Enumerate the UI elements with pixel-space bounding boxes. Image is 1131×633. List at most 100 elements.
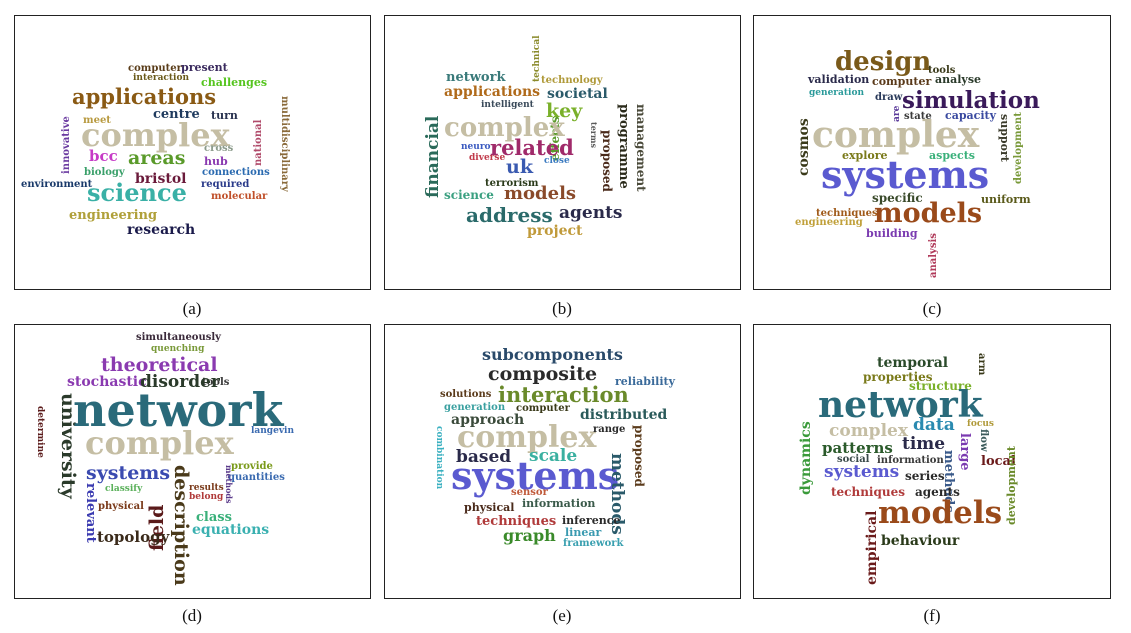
word: techniques <box>476 514 557 529</box>
word-cloud-panel-f: temporal arm properties structure networ… <box>753 324 1111 599</box>
word: tools <box>202 377 230 388</box>
word: approach <box>451 412 525 428</box>
word: classify <box>105 484 143 494</box>
caption-a: (a) <box>182 299 202 318</box>
word: results <box>189 483 224 493</box>
word: class <box>196 510 232 525</box>
word: turn <box>211 109 238 122</box>
word: systems <box>821 152 990 197</box>
word: development <box>1005 445 1018 525</box>
word: uk <box>506 156 533 178</box>
word: distributed <box>580 407 668 423</box>
word: computer <box>128 63 182 74</box>
word: uniform <box>981 193 1031 206</box>
caption-d: (d) <box>182 606 202 625</box>
word: challenges <box>201 76 268 89</box>
word: structure <box>909 379 972 393</box>
word: behaviour <box>881 533 960 549</box>
word: subcomponents <box>482 345 623 364</box>
word: information <box>877 455 944 466</box>
word: composite <box>488 363 598 385</box>
word: building <box>866 227 918 240</box>
word: simultaneously <box>136 332 221 343</box>
word-cloud-panel-b: technical technology network application… <box>384 15 741 290</box>
word: inference <box>562 514 621 527</box>
word: graph <box>503 526 556 545</box>
word: scale <box>529 446 578 466</box>
word: techniques <box>816 208 878 219</box>
word: range <box>593 424 626 435</box>
caption-c: (c) <box>922 299 942 318</box>
word: linear <box>565 526 602 539</box>
word: arm <box>976 353 987 376</box>
word: bcc <box>89 147 118 165</box>
word: research <box>127 222 196 238</box>
word: diverse <box>469 153 506 163</box>
word: engineering <box>69 208 158 223</box>
word: computer <box>872 75 932 88</box>
word: systems <box>451 453 620 498</box>
word: draw <box>875 92 903 103</box>
word: capacity <box>945 109 996 122</box>
word: required <box>201 179 250 190</box>
word: langevin <box>251 426 295 436</box>
word: development <box>1013 112 1024 184</box>
word: national <box>253 119 264 166</box>
word: generation <box>444 402 506 413</box>
word: network <box>73 383 284 437</box>
word: financial <box>423 115 443 198</box>
word: physical <box>98 501 144 512</box>
word: provide <box>231 461 273 472</box>
word: present <box>181 61 228 74</box>
word: aspects <box>929 149 975 162</box>
word: reliability <box>615 375 675 388</box>
word: tools <box>928 65 956 76</box>
word: molecular <box>211 191 268 202</box>
word: temporal <box>877 355 949 371</box>
word: neuro <box>461 142 491 152</box>
word: topology <box>97 528 170 546</box>
word: network <box>818 384 983 426</box>
word: management <box>634 104 648 192</box>
word: theoretical <box>101 354 218 376</box>
word: series <box>905 469 945 483</box>
word: quenching <box>151 344 205 354</box>
word: cross <box>204 143 234 154</box>
word: complex <box>444 113 565 143</box>
word: models <box>504 183 577 204</box>
word: patterns <box>822 439 893 457</box>
word: belong <box>189 492 224 502</box>
caption-e: (e) <box>552 606 572 625</box>
word: data <box>913 415 955 435</box>
word: complex <box>85 424 234 462</box>
word: physical <box>464 501 515 514</box>
word: applications <box>72 84 217 109</box>
word: complex <box>829 421 908 441</box>
word: biology <box>84 167 125 178</box>
word: stochastic <box>67 374 147 390</box>
word: systems <box>824 462 900 482</box>
word: centre <box>153 107 200 122</box>
word: engineering <box>795 217 863 228</box>
word: disorder <box>140 372 220 392</box>
word: terms <box>589 122 599 148</box>
word: properties <box>863 370 933 384</box>
word: terrorism <box>485 178 539 189</box>
caption-f: (f) <box>923 606 941 625</box>
word: analyse <box>935 73 982 86</box>
word: sensor <box>511 487 548 498</box>
word-cloud-panel-d: simultaneously quenching theoretical too… <box>14 324 371 599</box>
word: techniques <box>831 485 905 499</box>
word: science <box>444 188 494 202</box>
word-cloud-panel-c: design tools validation computer analyse… <box>753 15 1111 290</box>
word: flow <box>978 429 989 452</box>
word: description <box>170 465 192 586</box>
word: equations <box>192 522 270 538</box>
word: large <box>957 433 972 471</box>
word: local <box>981 454 1016 469</box>
word: societal <box>547 86 608 102</box>
word: simulation <box>902 87 1040 114</box>
word: environment <box>21 179 93 190</box>
word: complex <box>812 114 980 156</box>
word: complex <box>81 116 230 154</box>
